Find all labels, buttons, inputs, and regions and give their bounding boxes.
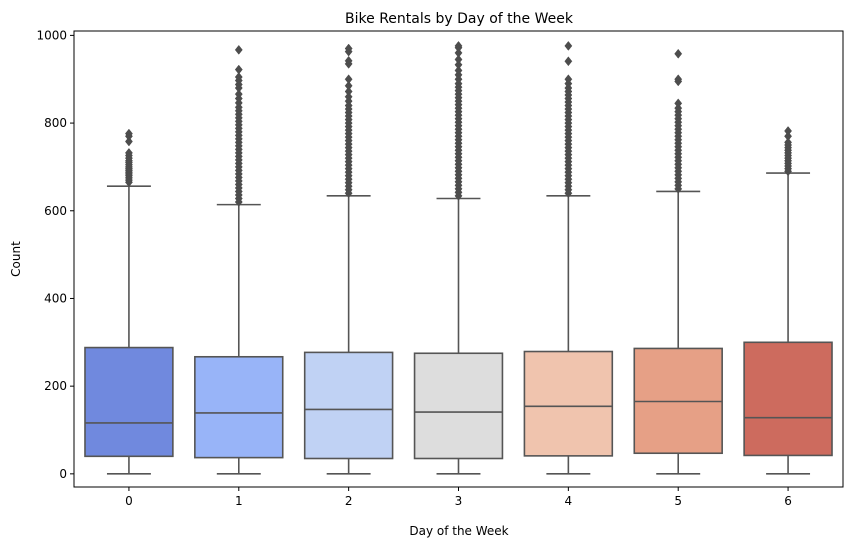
outlier-point-2-30 [344,74,353,85]
box-group-3 [413,41,504,475]
y-tick-label-800: 800 [44,116,67,130]
outlier-point-5-24 [674,98,683,109]
box-0 [84,346,174,458]
box-group-6 [743,126,833,475]
outlier-point-2-32 [344,55,353,66]
y-tick-label-600: 600 [44,204,67,218]
outlier-point-2-28 [344,86,353,97]
outlier-point-2-27 [344,91,353,102]
outlier-point-0-15 [125,136,133,147]
outlier-point-0-17 [125,128,133,139]
outlier-point-6-13 [784,126,792,136]
box-3 [413,352,504,460]
y-tick-label-200: 200 [44,379,67,393]
outlier-point-0-14 [125,147,133,158]
axes-layer: 0 200 400 600 800 1000 0 1 2 3 4 5 6 [36,28,844,508]
y-tick-label-1000: 1000 [36,28,67,42]
outlier-point-4-34 [564,41,573,51]
box-2 [303,351,394,460]
box-group-5 [633,48,723,475]
outlier-point-4-32 [564,74,573,85]
outlier-point-6-11 [784,137,792,148]
x-tick-label-6: 6 [784,494,792,508]
x-tick-label-4: 4 [565,494,573,508]
box-4 [523,350,614,457]
x-tick-label-1: 1 [235,494,243,508]
boxes-layer [84,41,833,475]
box-group-4 [523,41,614,475]
outlier-point-3-35 [454,65,463,76]
y-tick-label-400: 400 [44,291,67,305]
outlier-point-3-40 [454,41,463,51]
outlier-point-3-38 [454,48,463,58]
outlier-point-3-36 [454,59,463,70]
box-group-2 [303,43,394,475]
outlier-point-5-27 [674,48,683,59]
x-axis-label: Day of the Week [409,524,508,538]
box-group-0 [84,128,174,475]
outlier-point-5-26 [674,74,683,85]
chart-title: Bike Rentals by Day of the Week [345,11,574,27]
outlier-point-6-12 [784,131,792,142]
outlier-point-4-33 [564,56,573,67]
y-tick-label-0: 0 [59,467,67,481]
outlier-point-1-35 [234,64,243,75]
x-tick-label-0: 0 [125,494,133,508]
box-group-1 [194,44,284,475]
outlier-point-2-34 [344,43,353,54]
outlier-point-1-34 [234,72,243,82]
x-tick-label-3: 3 [455,494,463,508]
box-1 [194,355,284,459]
outlier-point-2-29 [344,80,353,91]
y-axis-label: Count [9,241,23,277]
box-6 [743,341,833,457]
outlier-point-1-30 [234,89,243,100]
x-tick-label-5: 5 [674,494,682,508]
outlier-point-1-36 [234,44,243,55]
x-tick-label-2: 2 [345,494,353,508]
outlier-point-3-37 [454,54,463,65]
